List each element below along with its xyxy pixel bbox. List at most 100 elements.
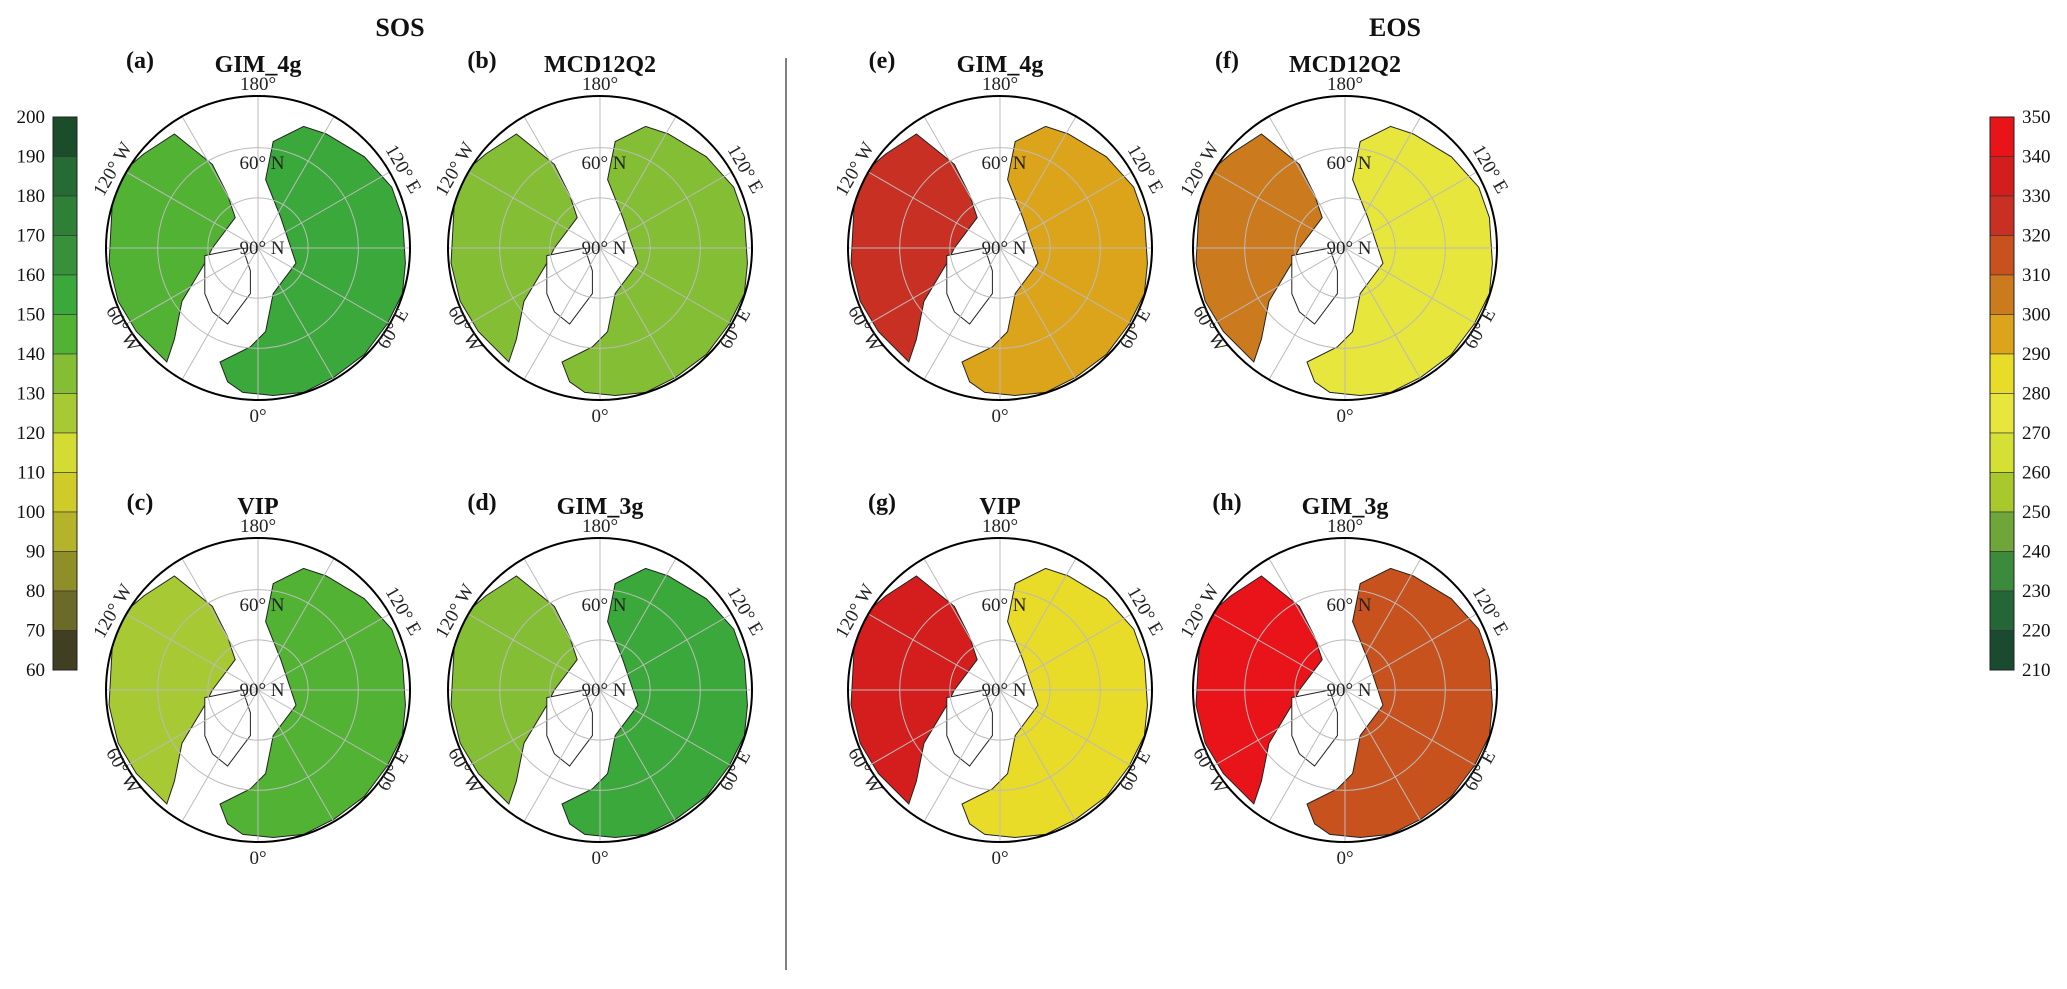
colorbar-bin	[1989, 393, 2015, 434]
colorbar-bin	[1989, 274, 2015, 315]
meridian-line	[126, 171, 259, 249]
graticule-label-top: 180°	[982, 74, 1018, 95]
colorbar-bin	[52, 156, 78, 197]
colorbar-tick-label: 100	[17, 502, 46, 523]
colorbar-eos: 350 340 330 320 310 300 290 280 270 260 250 240 230 2…	[1989, 107, 2051, 681]
meridian-line	[181, 247, 259, 380]
meridian-line	[181, 116, 259, 249]
colorbar-frame	[52, 116, 78, 671]
meridian-line	[1268, 558, 1346, 691]
meridian-line	[257, 558, 335, 691]
colorbar-bin	[52, 590, 78, 631]
graticule-label-top: 180°	[582, 516, 618, 537]
graticule-label-pole: 90° N	[1326, 680, 1371, 701]
greenland-outline	[947, 690, 993, 766]
graticule-label-bottom: 0°	[249, 848, 266, 869]
meridian-line	[181, 689, 259, 822]
graticule-label-bottom: 0°	[991, 848, 1008, 869]
colorbar-tick-label: 310	[2022, 265, 2051, 286]
meridian-line	[923, 247, 1001, 380]
meridian-line	[999, 689, 1132, 767]
meridian-line	[523, 689, 601, 822]
meridian-line	[599, 247, 677, 380]
panel-letter: (a)	[126, 48, 154, 74]
graticule-label-lat60: 60° N	[581, 153, 626, 174]
meridian-line	[599, 116, 677, 249]
map-boundary	[1192, 95, 1498, 401]
colorbar-bin	[1989, 116, 2015, 157]
panel-letter: (g)	[868, 490, 896, 516]
graticule-label-pole: 90° N	[581, 238, 626, 259]
meridian-line	[126, 247, 259, 325]
meridian-line	[868, 171, 1001, 249]
eurasia-landmass	[962, 126, 1147, 395]
colorbar-tick-label: 120	[17, 423, 46, 444]
meridian-line	[599, 558, 677, 691]
colorbar-tick-label: 230	[2022, 581, 2051, 602]
panel-letter: (h)	[1212, 490, 1241, 516]
colorbar-bin	[1989, 156, 2015, 197]
meridian-line	[523, 558, 601, 691]
colorbar-tick-label: 330	[2022, 186, 2051, 207]
meridian-line	[257, 689, 335, 822]
meridian-line	[257, 689, 390, 767]
graticule-label-bottom: 0°	[591, 406, 608, 427]
colorbar-tick-label: 250	[2022, 502, 2051, 523]
header-eos: EOS	[1369, 13, 1421, 42]
graticule-label-top: 180°	[240, 516, 276, 537]
greenland-outline	[547, 690, 593, 766]
meridian-line	[1213, 689, 1346, 767]
graticule-label-lat60: 60° N	[981, 595, 1026, 616]
graticule-label-lat60: 60° N	[239, 595, 284, 616]
colorbar-tick-label: 160	[17, 265, 46, 286]
meridian-line	[1213, 247, 1346, 325]
colorbar-bin	[1989, 551, 2015, 592]
graticule-label-pole: 90° N	[981, 238, 1026, 259]
colorbar-tick-label: 190	[17, 147, 46, 168]
meridian-line	[1344, 613, 1477, 691]
meridian-line	[868, 613, 1001, 691]
meridian-line	[468, 613, 601, 691]
map-boundary	[105, 537, 411, 843]
colorbar-tick-label: 70	[26, 621, 45, 642]
meridian-line	[599, 247, 732, 325]
meridian-line	[468, 171, 601, 249]
graticule-label-top: 180°	[582, 74, 618, 95]
meridian-line	[999, 171, 1132, 249]
colorbar-tick-label: 260	[2022, 463, 2051, 484]
colorbar-tick-label: 170	[17, 226, 46, 247]
colorbar-bin	[52, 472, 78, 513]
colorbar-bin	[52, 116, 78, 157]
meridian-line	[599, 171, 732, 249]
colorbar-tick-label: 110	[17, 463, 45, 484]
header-sos: SOS	[375, 13, 424, 42]
map-boundary	[447, 537, 753, 843]
colorbar-tick-label: 180	[17, 186, 46, 207]
graticule-label-pole: 90° N	[239, 680, 284, 701]
greenland-outline	[947, 248, 993, 324]
meridian-line	[999, 558, 1077, 691]
meridian-line	[1344, 558, 1422, 691]
panel-title: VIP	[237, 494, 278, 520]
meridian-line	[126, 689, 259, 767]
meridian-line	[923, 116, 1001, 249]
colorbar-bin	[52, 511, 78, 552]
graticule-label-pole: 90° N	[239, 238, 284, 259]
panel-title: MCD12Q2	[544, 52, 656, 78]
meridian-line	[181, 558, 259, 691]
colorbar-bin	[1989, 472, 2015, 513]
graticule-label-pole: 90° N	[581, 680, 626, 701]
colorbar-bin	[1989, 353, 2015, 394]
colorbar-tick-label: 270	[2022, 423, 2051, 444]
greenland-outline	[205, 690, 251, 766]
colorbar-tick-label: 280	[2022, 384, 2051, 405]
colorbar-bin	[52, 393, 78, 434]
map-boundary	[447, 95, 753, 401]
colorbar-bin	[52, 353, 78, 394]
colorbar-sos: 200 190 180 170 160 150 140 130 120 110 100 90 80 70 6…	[17, 107, 78, 681]
colorbar-tick-label: 220	[2022, 621, 2051, 642]
graticule-label-top: 180°	[1327, 74, 1363, 95]
